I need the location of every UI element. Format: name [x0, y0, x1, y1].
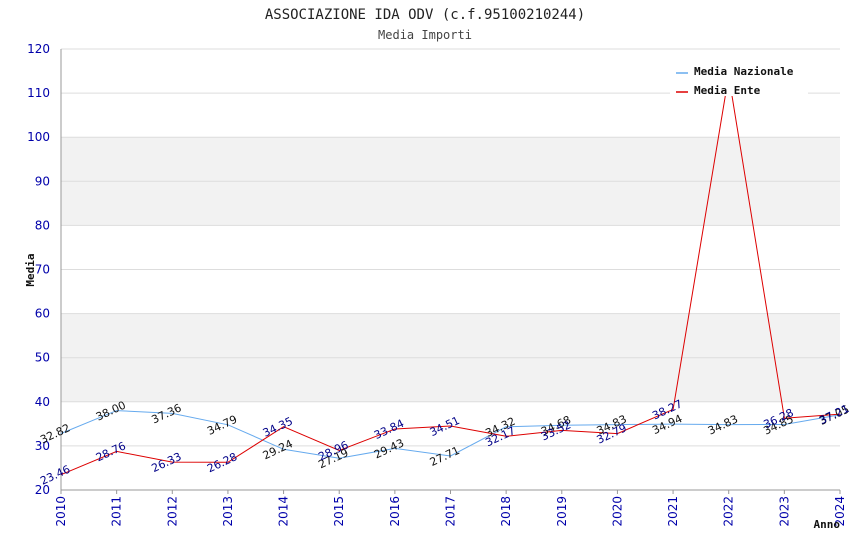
x-tick-label: 2012 [165, 496, 179, 527]
plot-band [61, 445, 840, 490]
x-tick-label: 2018 [499, 496, 513, 527]
y-tick-label: 60 [35, 307, 50, 321]
plot-band [61, 93, 840, 138]
y-tick-label: 50 [35, 351, 50, 365]
y-tick-label: 110 [27, 86, 50, 100]
plot-band [61, 137, 840, 182]
y-tick-label: 30 [35, 439, 50, 453]
x-tick-label: 2024 [833, 496, 847, 527]
plot-band [61, 357, 840, 402]
y-tick-label: 90 [35, 174, 50, 188]
plot-band [61, 313, 840, 358]
chart-subtitle: Media Importi [378, 28, 472, 42]
x-tick-label: 2011 [110, 496, 124, 527]
series-lines [60, 75, 841, 476]
legend-label-media-ente: Media Ente [694, 84, 761, 97]
x-tick-label: 2019 [555, 496, 569, 527]
y-tick-label: 70 [35, 263, 50, 277]
x-tick-label: 2020 [610, 496, 624, 527]
legend-label-media-nazionale: Media Nazionale [694, 65, 794, 78]
y-tick-label: 120 [27, 42, 50, 56]
x-axis-label: Anno [814, 518, 841, 531]
y-tick-label: 100 [27, 130, 50, 144]
x-tick-label: 2010 [54, 496, 68, 527]
x-tick-label: 2022 [722, 496, 736, 527]
x-tick-label: 2015 [332, 496, 346, 527]
legend: Media Nazionale Media Ente [670, 60, 808, 97]
plot-band [61, 401, 840, 446]
y-tick-label: 40 [35, 395, 50, 409]
series-line-media-nazionale [60, 410, 841, 459]
x-tick-label: 2017 [444, 496, 458, 527]
x-tick-label: 2016 [388, 496, 402, 527]
y-tick-label: 20 [35, 483, 50, 497]
y-tick-label: 80 [35, 218, 50, 232]
legend-box [670, 60, 808, 96]
x-tick-label: 2014 [277, 496, 291, 527]
plot-band [61, 225, 840, 270]
plot-background [61, 49, 840, 490]
plot-band [61, 269, 840, 314]
plot-band [61, 181, 840, 226]
series-line-media-ente [60, 75, 841, 476]
y-axis-ticks: 20 30 40 50 60 70 80 90 100 110 120 [27, 42, 50, 497]
x-axis-ticks: 2010 2011 2012 2013 2014 2015 2016 2017 2018 2019… [54, 490, 847, 527]
chart-title: ASSOCIAZIONE IDA ODV (c.f.95100210244) [265, 7, 585, 23]
x-tick-label: 2013 [221, 496, 235, 527]
x-tick-label: 2021 [666, 496, 680, 527]
y-axis-label: Media [24, 253, 37, 286]
x-tick-label: 2023 [777, 496, 791, 527]
